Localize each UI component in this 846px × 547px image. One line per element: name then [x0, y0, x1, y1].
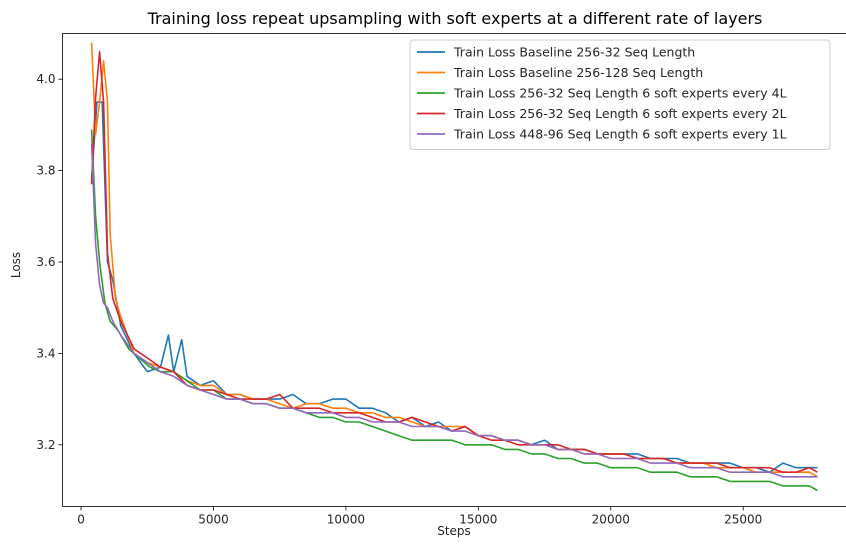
chart-title: Training loss repeat upsampling with sof… [147, 9, 763, 28]
y-axis: 3.2 3.4 3.6 3.8 4.0 [36, 72, 63, 452]
x-tick-label: 0 [77, 513, 85, 527]
y-tick-label: 3.2 [36, 438, 55, 452]
x-axis-label: Steps [437, 524, 471, 538]
x-tick-label: 20000 [592, 513, 630, 527]
y-tick-label: 4.0 [36, 72, 55, 86]
plot-area [90, 42, 818, 492]
series-line-5 [90, 143, 818, 478]
legend-label: Train Loss Baseline 256-32 Seq Length [453, 45, 695, 60]
legend-label: Train Loss Baseline 256-128 Seq Length [453, 65, 703, 80]
x-tick-label: 25000 [724, 513, 762, 527]
legend-label: Train Loss 256-32 Seq Length 6 soft expe… [453, 106, 787, 121]
x-tick-label: 10000 [327, 513, 365, 527]
plot-frame [62, 33, 846, 507]
x-tick-label: 15000 [459, 513, 497, 527]
x-axis: 0 5000 10000 15000 20000 25000 [77, 506, 762, 527]
legend-label: Train Loss 256-32 Seq Length 6 soft expe… [453, 86, 787, 101]
x-tick-label: 5000 [198, 513, 229, 527]
y-axis-label: Loss [9, 252, 23, 278]
legend-label: Train Loss 448-96 Seq Length 6 soft expe… [453, 127, 787, 142]
y-tick-label: 3.8 [36, 164, 55, 178]
y-tick-label: 3.4 [36, 346, 55, 360]
series-line-4 [90, 51, 818, 473]
legend: Train Loss Baseline 256-32 Seq Length Tra… [409, 39, 831, 150]
legend-box [409, 39, 831, 150]
y-tick-label: 3.6 [36, 255, 55, 269]
